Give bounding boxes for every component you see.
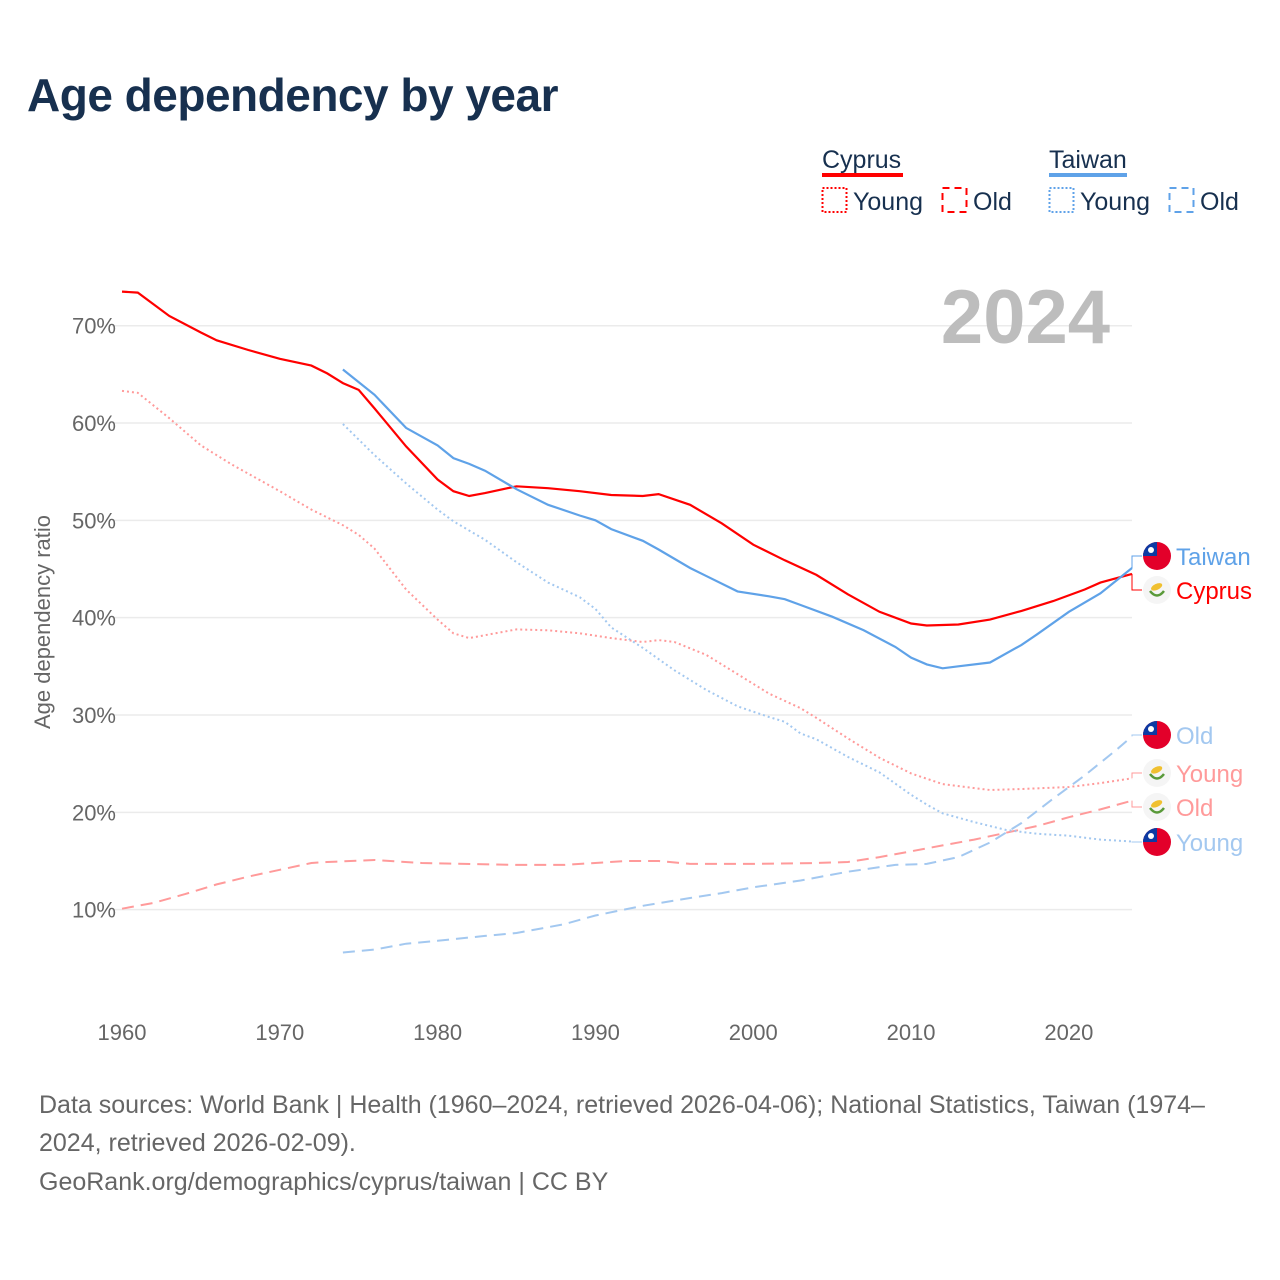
x-tick-label: 1960 [98, 1020, 147, 1045]
flag-island [1151, 583, 1163, 591]
series-line-cyprus-young [121, 389, 1133, 792]
legend-swatch-young-icon [1048, 187, 1075, 213]
y-tick-label: 50% [72, 508, 116, 533]
end-label-taiwan-young: Young [1176, 830, 1243, 857]
x-tick-label: 1980 [413, 1020, 462, 1045]
flag-island [1151, 766, 1163, 774]
series-line-taiwan-young [342, 423, 1133, 843]
flag-white [1143, 759, 1171, 787]
x-tick-label: 2010 [887, 1020, 936, 1045]
label-connector [1131, 800, 1142, 808]
end-label-cyprus-old: Old [1176, 795, 1213, 822]
label-connector [1131, 573, 1142, 591]
flag-island [1151, 800, 1163, 808]
taiwan-flag-icon [1143, 828, 1171, 856]
legend-group-cyprus: Cyprus [822, 146, 901, 174]
legend-swatch-young-icon [821, 187, 848, 213]
flag-white [1143, 793, 1171, 821]
flag-branches [1149, 807, 1165, 814]
flag-white [1143, 576, 1171, 604]
series-line-taiwan [342, 368, 1133, 670]
legend-swatch-old-icon [941, 187, 968, 213]
x-tick-label: 2000 [729, 1020, 778, 1045]
legend-item-taiwan-old: Old [1200, 188, 1239, 216]
taiwan-flag-icon [1143, 721, 1171, 749]
label-connector [1131, 734, 1142, 737]
y-tick-label: 40% [72, 606, 116, 631]
cyprus-flag-icon [1143, 576, 1171, 604]
chart-title: Age dependency by year [27, 69, 558, 121]
end-label-cyprus-young: Young [1176, 761, 1243, 788]
taiwan-flag-icon [1143, 542, 1171, 570]
legend-group-swatch [1049, 173, 1127, 177]
end-label-taiwan: Taiwan [1176, 544, 1251, 571]
x-tick-label: 1970 [255, 1020, 304, 1045]
series-line-cyprus [121, 290, 1133, 627]
series-line-taiwan-old [342, 735, 1133, 954]
flag-branches [1149, 590, 1165, 597]
cyprus-flag-icon [1143, 759, 1171, 787]
y-axis-label: Age dependency ratio [30, 515, 55, 729]
x-tick-label: 1990 [571, 1020, 620, 1045]
source-line-1: Data sources: World Bank | Health (1960–… [39, 1091, 1205, 1119]
y-tick-label: 70% [72, 314, 116, 339]
legend-group-swatch [822, 173, 903, 177]
legend-item-taiwan-young: Young [1080, 188, 1150, 216]
source-line-2: 2024, retrieved 2026-02-09). [39, 1129, 356, 1157]
y-tick-label: 60% [72, 411, 116, 436]
legend-group-taiwan: Taiwan [1049, 146, 1127, 174]
year-watermark: 2024 [941, 275, 1110, 360]
flag-sun [1148, 726, 1154, 732]
end-label-cyprus: Cyprus [1176, 578, 1252, 605]
label-connector [1131, 555, 1142, 569]
cyprus-flag-icon [1143, 793, 1171, 821]
flag-sun [1148, 547, 1154, 553]
y-tick-label: 30% [72, 703, 116, 728]
flag-sun [1148, 833, 1154, 839]
source-link[interactable]: GeoRank.org/demographics/cyprus/taiwan |… [39, 1168, 609, 1196]
end-label-taiwan-old: Old [1176, 723, 1213, 750]
legend-item-cyprus-young: Young [853, 188, 923, 216]
y-tick-label: 10% [72, 898, 116, 923]
legend-swatch-old-icon [1168, 187, 1195, 213]
label-connector [1131, 772, 1142, 779]
y-tick-label: 20% [72, 800, 116, 825]
flag-branches [1149, 773, 1165, 780]
legend-item-cyprus-old: Old [973, 188, 1012, 216]
x-tick-label: 2020 [1044, 1020, 1093, 1045]
series-line-cyprus-old [121, 799, 1133, 910]
